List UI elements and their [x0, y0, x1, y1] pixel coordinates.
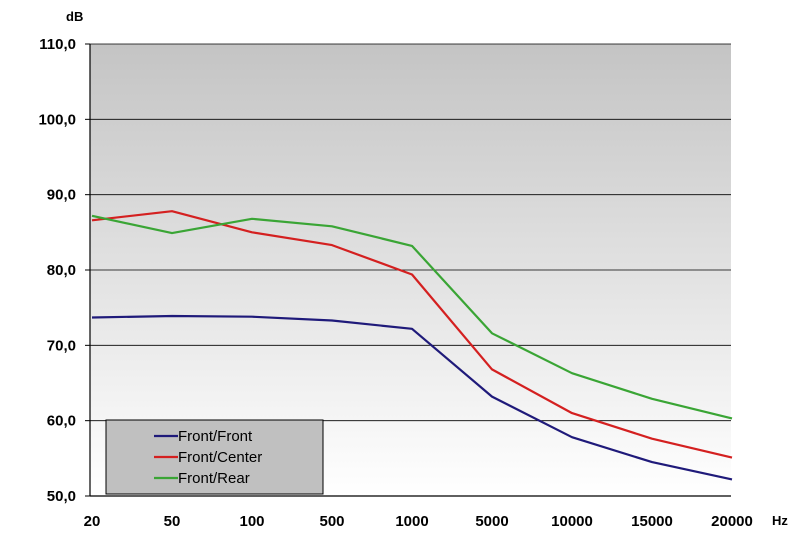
x-tick-labels: 20 50 100 500 1000 5000 10000 15000 20000: [84, 513, 753, 530]
series-lines: [91, 210, 733, 481]
x-tick-label: 20000: [711, 513, 753, 530]
x-tick-label: 100: [239, 513, 264, 530]
y-tick-label: 110,0: [39, 36, 76, 53]
y-tick-label: 100,0: [38, 111, 76, 128]
x-tick-label: 1000: [395, 513, 428, 530]
series-line-0: [91, 314, 733, 481]
legend-label: Front/Front: [178, 428, 253, 445]
y-tick-label: 80,0: [47, 262, 76, 279]
legend-label: Front/Center: [178, 449, 262, 466]
series-line-1: [91, 210, 733, 459]
x-tick-label: 500: [319, 513, 344, 530]
x-tick-label: 20: [84, 513, 101, 530]
y-unit-label: dB: [66, 9, 83, 24]
y-tick-label: 90,0: [47, 187, 76, 204]
series-line-2: [91, 214, 733, 420]
x-tick-label: 50: [164, 513, 181, 530]
x-tick-label: 5000: [475, 513, 508, 530]
y-tick-label: 50,0: [47, 488, 76, 505]
x-unit-label: Hz: [772, 513, 788, 528]
y-tick-label: 70,0: [47, 337, 76, 354]
legend: Front/Front Front/Center Front/Rear: [105, 419, 324, 495]
x-tick-label: 15000: [631, 513, 673, 530]
legend-box: [105, 419, 324, 495]
y-tick-label: 60,0: [47, 413, 76, 430]
legend-label: Front/Rear: [178, 470, 250, 487]
x-tick-label: 10000: [551, 513, 593, 530]
y-tick-labels: 50,0 60,0 70,0 80,0 90,0 100,0 110,0: [38, 36, 90, 505]
